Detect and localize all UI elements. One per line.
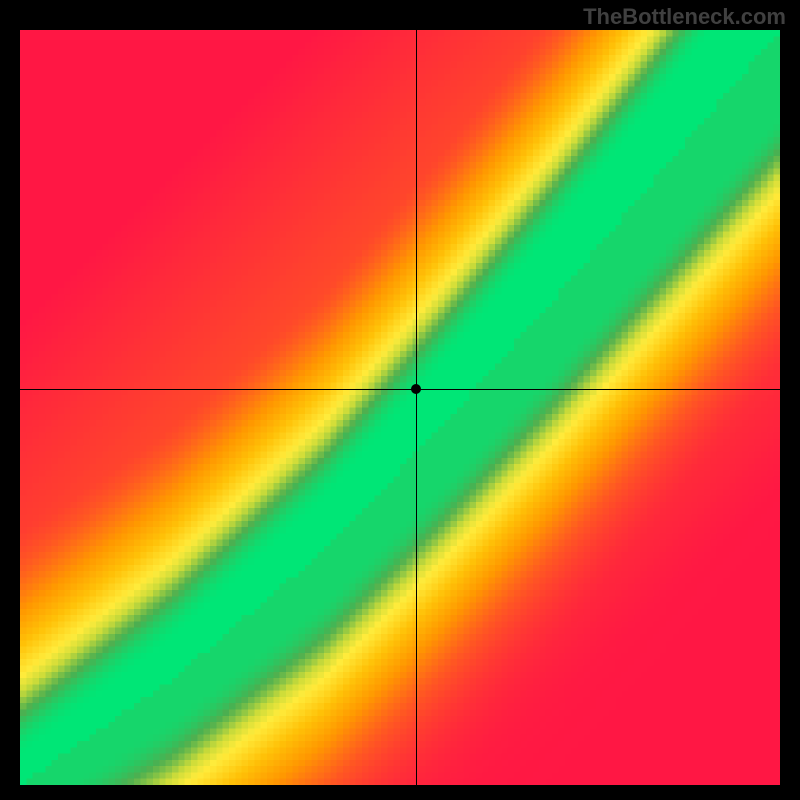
- crosshair-vertical: [416, 30, 417, 785]
- crosshair-marker[interactable]: [411, 384, 421, 394]
- watermark-text: TheBottleneck.com: [583, 4, 786, 30]
- crosshair-horizontal: [20, 389, 780, 390]
- heatmap-plot-area: [20, 30, 780, 785]
- heatmap-canvas: [20, 30, 780, 785]
